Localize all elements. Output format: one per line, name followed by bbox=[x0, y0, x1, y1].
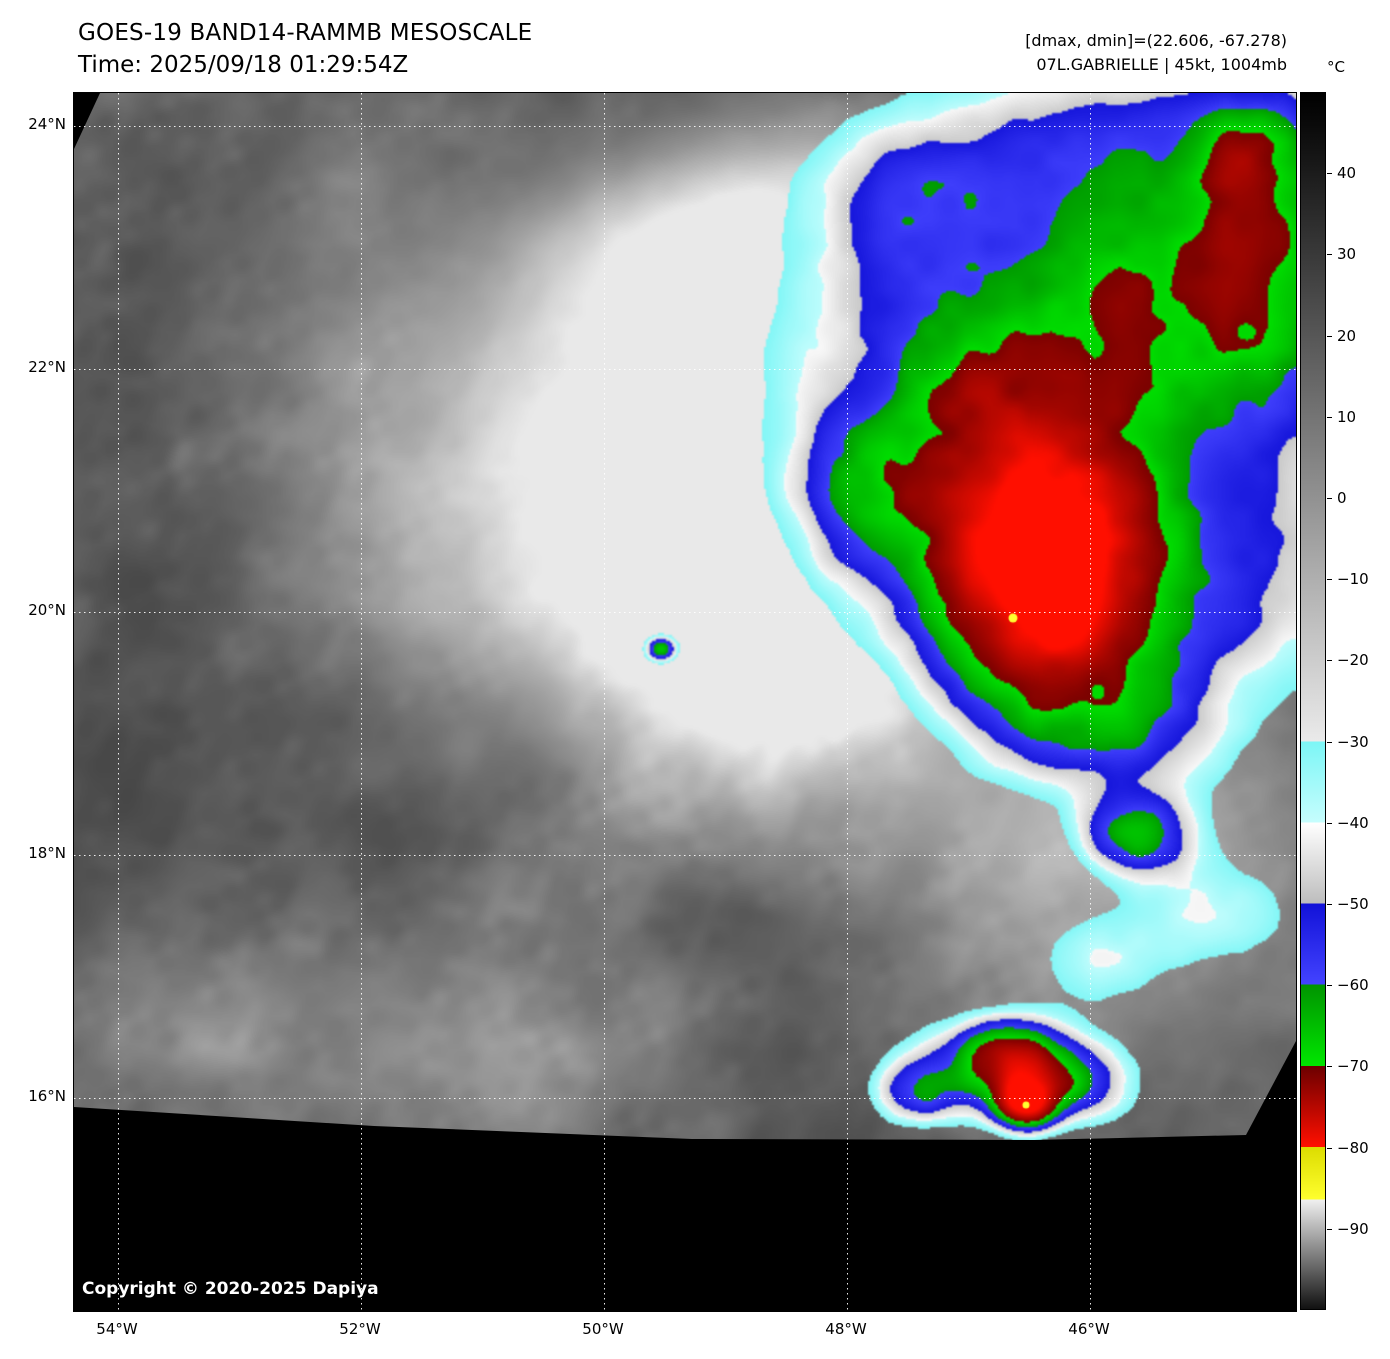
latitude-gridline bbox=[74, 612, 1296, 613]
colorbar-tick-label: 40 bbox=[1337, 164, 1357, 183]
colorbar-tickmark bbox=[1327, 985, 1332, 987]
colorbar-tickmark bbox=[1327, 498, 1332, 499]
colorbar-tickmark bbox=[1327, 254, 1332, 256]
colorbar-tick-label: 20 bbox=[1337, 326, 1357, 345]
latitude-gridline bbox=[74, 855, 1296, 856]
colorbar-unit-label: °C bbox=[1327, 58, 1345, 76]
product-title: GOES-19 BAND14-RAMMB MESOSCALE bbox=[78, 20, 533, 46]
colorbar-tickmark bbox=[1327, 416, 1332, 418]
colorbar-tickmark bbox=[1327, 173, 1332, 175]
latitude-gridline bbox=[74, 126, 1296, 127]
storm-info: 07L.GABRIELLE | 45kt, 1004mb bbox=[1036, 55, 1287, 74]
longitude-gridline bbox=[361, 93, 362, 1311]
colorbar-tickmark bbox=[1327, 1066, 1332, 1068]
colorbar-tick-label: 0 bbox=[1337, 489, 1347, 507]
satellite-imagery bbox=[74, 93, 1296, 1140]
colorbar-tick-label: −50 bbox=[1337, 895, 1369, 913]
colorbar-tickmark bbox=[1327, 335, 1332, 337]
colorbar-tick-label: −80 bbox=[1337, 1138, 1369, 1157]
lon-tick-label: 54°W bbox=[96, 1320, 138, 1338]
colorbar-tickmark bbox=[1327, 579, 1332, 581]
satellite-map: Copyright © 2020-2025 Dapiya bbox=[73, 92, 1297, 1312]
lon-tick-label: 48°W bbox=[825, 1320, 867, 1338]
lon-tick-label: 50°W bbox=[582, 1320, 624, 1338]
colorbar-tick-label: −60 bbox=[1337, 976, 1369, 995]
colorbar-tickmark bbox=[1327, 822, 1332, 824]
latitude-gridline bbox=[74, 369, 1296, 370]
lat-tick-label: 22°N bbox=[28, 358, 66, 376]
colorbar-tick-label: −30 bbox=[1337, 732, 1369, 751]
colorbar-tick-label: 30 bbox=[1337, 245, 1357, 264]
dmax-dmin-readout: [dmax, dmin]=(22.606, -67.278) bbox=[1025, 31, 1287, 50]
colorbar-tick-label: 10 bbox=[1337, 407, 1357, 426]
copyright-notice: Copyright © 2020-2025 Dapiya bbox=[82, 1279, 379, 1299]
longitude-gridline bbox=[604, 93, 605, 1311]
lon-tick-label: 46°W bbox=[1068, 1320, 1110, 1338]
lat-tick-label: 18°N bbox=[28, 844, 66, 862]
colorbar-tickmark bbox=[1327, 1147, 1332, 1149]
longitude-gridline bbox=[1090, 93, 1091, 1311]
colorbar-tickmark bbox=[1327, 904, 1332, 905]
colorbar-tick-label: −70 bbox=[1337, 1057, 1369, 1076]
lon-tick-label: 52°W bbox=[339, 1320, 381, 1338]
lat-tick-label: 20°N bbox=[28, 601, 66, 619]
lat-tick-label: 24°N bbox=[28, 115, 66, 133]
product-timestamp: Time: 2025/09/18 01:29:54Z bbox=[78, 52, 409, 78]
colorbar-tickmark bbox=[1327, 660, 1332, 662]
colorbar-tick-label: −90 bbox=[1337, 1219, 1369, 1238]
colorbar-tick-label: −10 bbox=[1337, 570, 1369, 589]
colorbar-tickmark bbox=[1327, 741, 1332, 743]
temperature-colorbar bbox=[1300, 92, 1326, 1310]
colorbar-tick-label: −40 bbox=[1337, 813, 1369, 832]
colorbar-tickmark bbox=[1327, 1228, 1332, 1230]
lat-tick-label: 16°N bbox=[28, 1087, 66, 1105]
colorbar-tick-label: −20 bbox=[1337, 651, 1369, 670]
latitude-gridline bbox=[74, 1098, 1296, 1099]
longitude-gridline bbox=[118, 93, 119, 1311]
longitude-gridline bbox=[847, 93, 848, 1311]
